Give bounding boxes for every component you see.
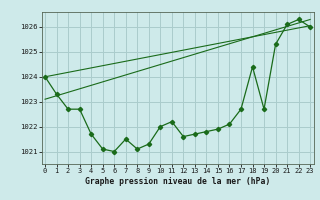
X-axis label: Graphe pression niveau de la mer (hPa): Graphe pression niveau de la mer (hPa)	[85, 177, 270, 186]
